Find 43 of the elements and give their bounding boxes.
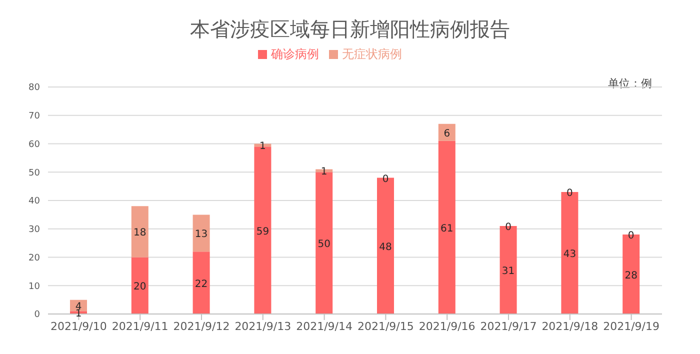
data-label: 1 bbox=[260, 141, 266, 152]
y-tick-label: 80 bbox=[28, 83, 40, 94]
data-label: 28 bbox=[624, 270, 638, 282]
data-label: 1 bbox=[320, 166, 328, 178]
y-tick-label: 20 bbox=[28, 253, 40, 264]
x-tick-label: 2021/9/15 bbox=[357, 320, 414, 333]
data-label: 13 bbox=[194, 229, 208, 240]
data-label: 59 bbox=[256, 226, 270, 238]
y-tick-label: 30 bbox=[28, 225, 40, 236]
data-label: 43 bbox=[563, 248, 576, 260]
y-tick-label: 50 bbox=[28, 168, 40, 178]
chart-title: 本省涉疫区域每日新增阳性病例报告 bbox=[189, 16, 511, 43]
data-label: 1 bbox=[75, 308, 82, 320]
x-tick-label: 2021/9/13 bbox=[234, 320, 292, 333]
x-tick-label: 2021/9/18 bbox=[542, 320, 598, 333]
bar bbox=[192, 252, 210, 314]
x-tick-label: 2021/9/10 bbox=[50, 320, 107, 333]
bar bbox=[438, 140, 456, 314]
data-label: 22 bbox=[194, 278, 208, 290]
bar bbox=[131, 257, 148, 314]
x-tick-label: 2021/9/17 bbox=[480, 320, 537, 333]
bar bbox=[131, 206, 148, 258]
bar bbox=[438, 124, 456, 141]
y-tick-label: 60 bbox=[28, 140, 40, 150]
y-tick-label: 10 bbox=[28, 282, 40, 292]
y-tick-label: 70 bbox=[28, 112, 40, 122]
x-tick-label: 2021/9/11 bbox=[112, 320, 168, 333]
y-tick-label: 40 bbox=[28, 196, 40, 207]
data-label: 61 bbox=[440, 223, 454, 234]
y-tick-label: 0 bbox=[34, 310, 40, 320]
data-label: 48 bbox=[379, 242, 392, 253]
x-tick-label: 2021/9/16 bbox=[418, 320, 476, 333]
data-label: 20 bbox=[134, 282, 146, 293]
data-label: 50 bbox=[318, 239, 330, 250]
x-tick-label: 2021/9/12 bbox=[173, 320, 230, 333]
x-tick-label: 2021/9/19 bbox=[603, 320, 660, 333]
data-label: 31 bbox=[502, 266, 515, 278]
bar bbox=[192, 214, 210, 252]
data-label: 6 bbox=[444, 128, 450, 140]
legend-label: 无症状病例 bbox=[342, 47, 402, 61]
data-label: 18 bbox=[134, 228, 146, 239]
legend-label: 确诊病例 bbox=[271, 47, 319, 61]
x-tick-label: 2021/9/14 bbox=[296, 320, 353, 333]
